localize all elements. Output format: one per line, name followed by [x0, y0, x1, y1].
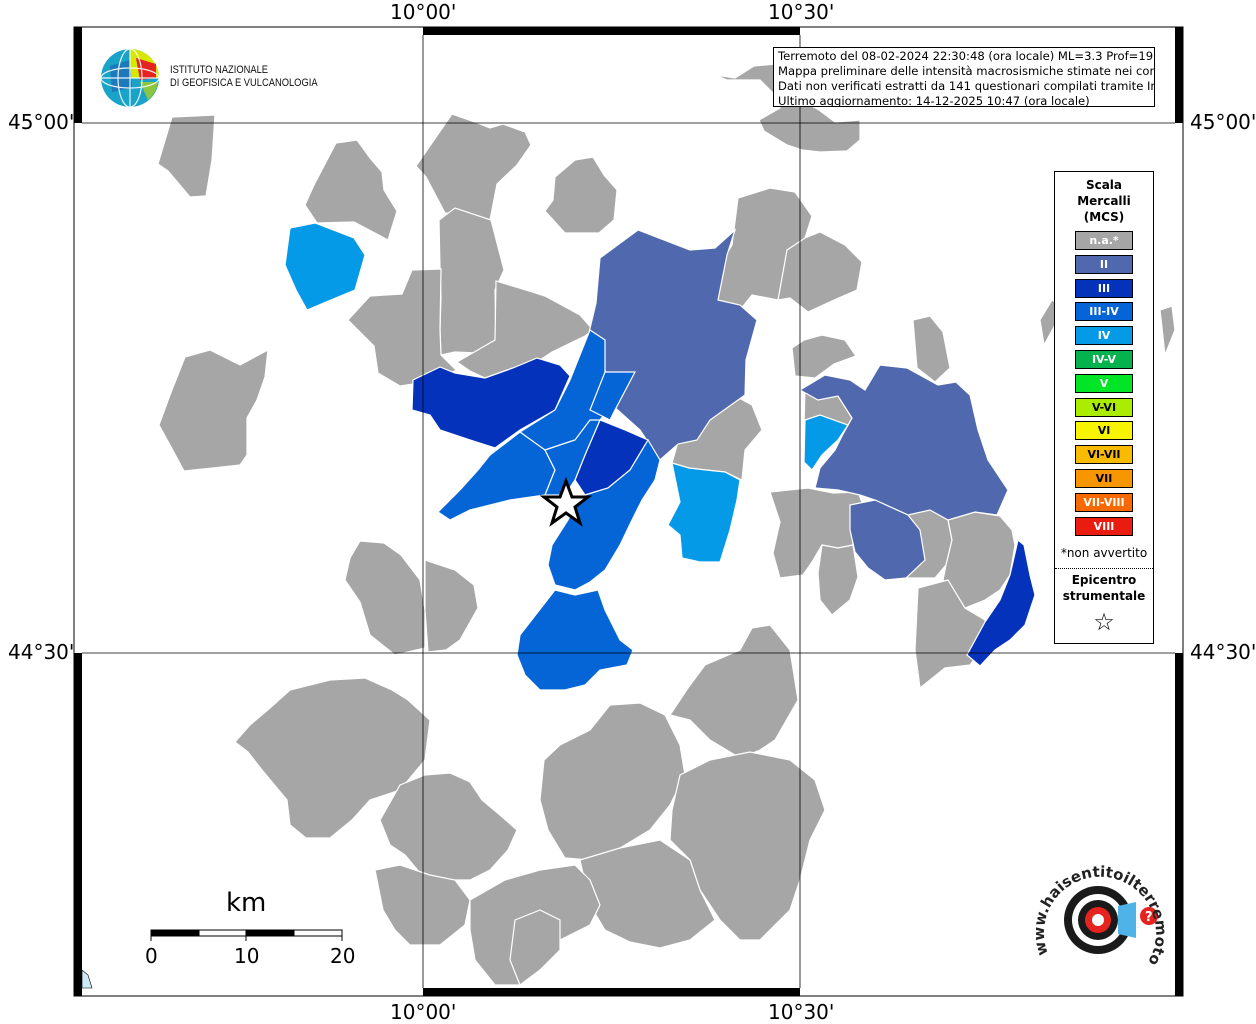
- info-line-event: Terremoto del 08-02-2024 22:30:48 (ora l…: [778, 49, 1155, 63]
- lon-label-top-10-00: 10°00': [390, 0, 457, 24]
- ingv-line2: DI GEOFISICA E VULCANOLOGIA: [170, 77, 318, 89]
- lat-label-right-44-30: 44°30': [1190, 640, 1256, 664]
- legend-swatch-vii: VII: [1075, 469, 1133, 488]
- legend-epicenter-line2: strumentale: [1062, 589, 1146, 603]
- lon-label-bottom-10-00: 10°00': [390, 1000, 457, 1024]
- legend-swatch-viiviii: VII-VIII: [1075, 492, 1133, 512]
- legend-swatch-v: V: [1075, 373, 1133, 393]
- legend-epicenter-label: Epicentro strumentale: [1055, 572, 1153, 604]
- legend-note: *non avvertito: [1060, 546, 1148, 560]
- municipalities-intensity-IV: [284, 222, 849, 563]
- legend-swatch-vi: VI: [1075, 421, 1133, 441]
- legend-title-line3: (MCS): [1083, 210, 1125, 224]
- scale-label-0: 0: [145, 944, 158, 968]
- scale-label-10: 10: [234, 944, 260, 968]
- municipalities-intensity-III: [411, 357, 1036, 667]
- legend-star-icon: ☆: [1093, 608, 1115, 636]
- lat-label-left-45-00: 45°00': [8, 110, 75, 134]
- speaker-icon: [1118, 902, 1136, 938]
- legend-separator: [1055, 568, 1153, 569]
- legend-title-line2: Mercalli: [1077, 194, 1131, 208]
- legend-swatch-iiiiv: III-IV: [1075, 302, 1133, 322]
- ingv-globe-icon: [100, 48, 160, 108]
- info-line-data: Dati non verificati estratti da 141 ques…: [778, 79, 1155, 93]
- scale-bar: [150, 929, 343, 941]
- event-info-box: Terremoto del 08-02-2024 22:30:48 (ora l…: [773, 47, 1155, 107]
- ingv-logo: [100, 46, 320, 110]
- scale-unit: km: [226, 888, 267, 918]
- lat-label-left-44-30: 44°30': [8, 640, 75, 664]
- epicenter-star-icon: [539, 476, 593, 527]
- legend-swatch-ii: II: [1075, 254, 1133, 274]
- legend-swatch-na: n.a.*: [1075, 231, 1133, 250]
- legend-swatch-vvi: V-VI: [1075, 397, 1133, 417]
- scale-label-20: 20: [330, 944, 356, 968]
- legend-swatch-viii: VIII: [1075, 516, 1133, 536]
- haisentito-logo: ? www.haisentitoilterremoto.it: [1036, 858, 1166, 969]
- legend-title-line1: Scala: [1085, 178, 1123, 192]
- info-line-update: Ultimo aggiornamento: 14-12-2025 10:47 (…: [778, 94, 1090, 107]
- svg-text:?: ?: [1145, 910, 1153, 925]
- mcs-legend: Scala Mercalli (MCS) n.a.* II III III-IV IV I…: [1054, 171, 1154, 644]
- legend-swatch-iii: III: [1075, 278, 1133, 298]
- municipalities-intensity-II: [587, 228, 1009, 581]
- lon-label-bottom-10-30: 10°30': [768, 1000, 835, 1024]
- legend-swatch-iv: IV: [1075, 326, 1133, 346]
- question-icon: [1140, 907, 1158, 925]
- legend-epicenter-line1: Epicentro: [1071, 573, 1137, 587]
- ingv-line1: ISTITUTO NAZIONALE: [170, 64, 269, 76]
- info-line-map: Mappa preliminare delle intensità macros…: [778, 64, 1155, 78]
- ingv-logo-text: ISTITUTO NAZIONALE DI GEOFISICA E VULCAN…: [170, 64, 318, 90]
- legend-swatch-ivv: IV-V: [1075, 350, 1133, 369]
- municipalities-intensity-III-IV: [437, 329, 661, 691]
- legend-swatch-vivii: VI-VII: [1075, 445, 1133, 465]
- lat-label-right-45-00: 45°00': [1190, 110, 1256, 134]
- legend-title: Scala Mercalli (MCS): [1055, 177, 1153, 225]
- lon-label-top-10-30: 10°30': [768, 0, 835, 24]
